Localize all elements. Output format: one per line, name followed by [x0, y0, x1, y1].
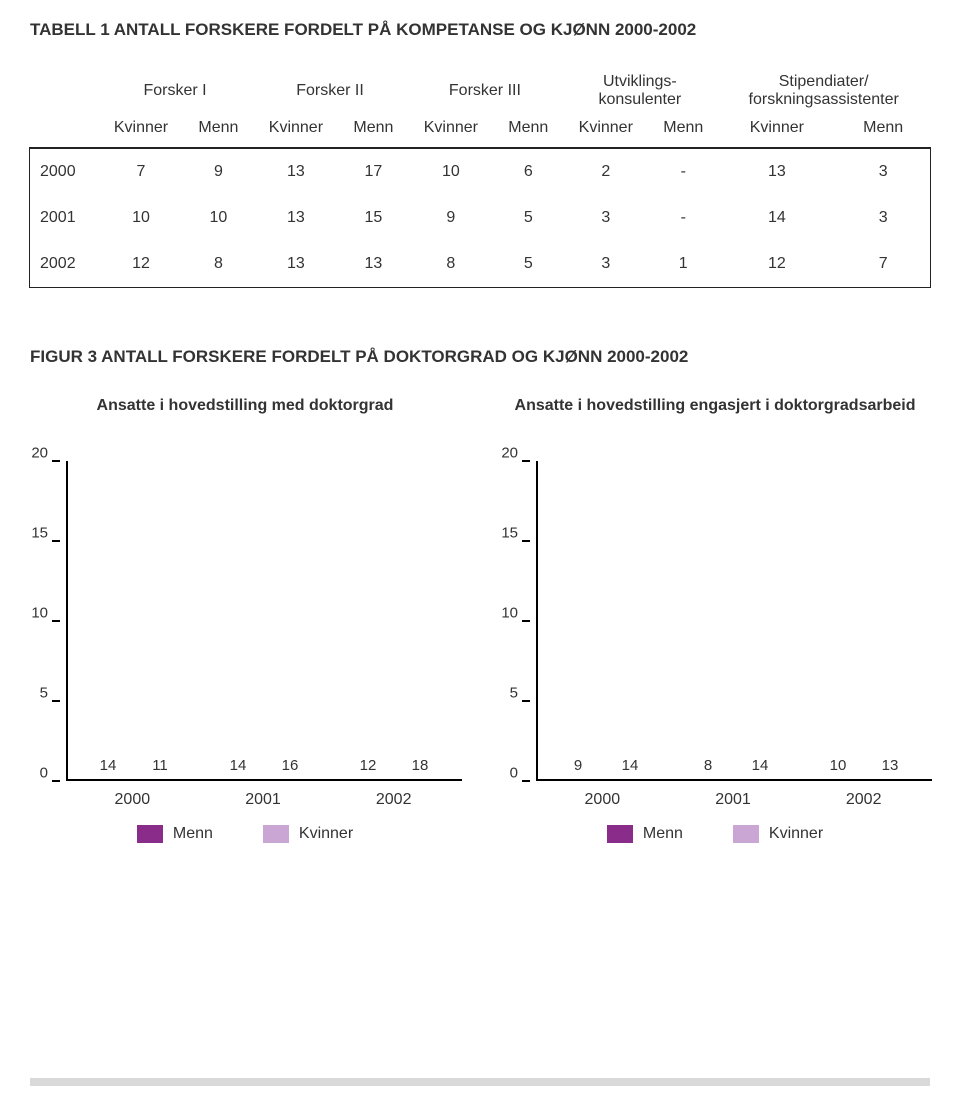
data-cell: 3 — [836, 195, 930, 241]
legend: Menn Kvinner — [30, 825, 460, 843]
x-category: 2002 — [337, 791, 450, 809]
legend-menn: Menn — [607, 825, 683, 843]
data-cell: - — [649, 148, 717, 195]
data-cell: 13 — [253, 148, 340, 195]
x-axis: 2000 2001 2002 — [536, 791, 930, 809]
bar-label: 9 — [555, 757, 601, 774]
data-cell: 10 — [184, 195, 252, 241]
data-cell: 9 — [184, 148, 252, 195]
bar-label: 10 — [815, 757, 861, 774]
data-cell: 3 — [836, 148, 930, 195]
bar-label: 12 — [345, 757, 391, 774]
sub-h: Kvinner — [407, 111, 494, 148]
bar-label: 11 — [137, 757, 183, 774]
table-title: TABELL 1 ANTALL FORSKERE FORDELT PÅ KOMP… — [30, 20, 930, 40]
data-cell: 10 — [407, 148, 494, 195]
legend: Menn Kvinner — [500, 825, 930, 843]
data-cell: 17 — [339, 148, 407, 195]
bar-label: 14 — [737, 757, 783, 774]
chart1-subtitle: Ansatte i hovedstilling med doktorgrad — [30, 397, 460, 441]
table-sub-header: KvinnerMenn KvinnerMenn KvinnerMenn Kvin… — [30, 111, 930, 148]
sub-h: Menn — [494, 111, 562, 148]
bar-label: 8 — [685, 757, 731, 774]
data-cell: 13 — [339, 241, 407, 287]
sub-h: Kvinner — [717, 111, 836, 148]
chart2-plot: 9 14 8 14 10 13 — [536, 461, 930, 781]
data-cell: 13 — [253, 241, 340, 287]
table-wrap: Forsker I Forsker II Forsker III Utvikli… — [30, 65, 930, 287]
chart-left: Ansatte i hovedstilling med doktorgrad 2… — [30, 397, 460, 843]
group-h: Utviklings- konsulenter — [562, 65, 717, 111]
group-h: Forsker II — [253, 65, 408, 111]
year-cell: 2002 — [30, 241, 98, 287]
bar-label: 14 — [607, 757, 653, 774]
bar-label: 18 — [397, 757, 443, 774]
data-cell: 10 — [98, 195, 185, 241]
data-cell: 7 — [98, 148, 185, 195]
group-h: Stipendiater/ forskningsassistenter — [717, 65, 930, 111]
x-axis: 2000 2001 2002 — [66, 791, 460, 809]
legend-menn: Menn — [137, 825, 213, 843]
sub-h: Menn — [836, 111, 930, 148]
legend-kvinner: Kvinner — [263, 825, 353, 843]
sub-h: Kvinner — [562, 111, 649, 148]
data-cell: 13 — [717, 148, 836, 195]
bar-label: 14 — [85, 757, 131, 774]
data-cell: 12 — [98, 241, 185, 287]
bar-label: 14 — [215, 757, 261, 774]
footer-bar — [30, 1078, 930, 1086]
sub-h: Menn — [184, 111, 252, 148]
data-cell: 5 — [494, 195, 562, 241]
data-cell: - — [649, 195, 717, 241]
chart2-subtitle: Ansatte i hovedstilling engasjert i dokt… — [500, 397, 930, 441]
data-cell: 1 — [649, 241, 717, 287]
legend-kvinner: Kvinner — [733, 825, 823, 843]
sub-h: Kvinner — [98, 111, 185, 148]
bar-label: 13 — [867, 757, 913, 774]
data-cell: 8 — [407, 241, 494, 287]
table-row: 20007913171062-133 — [30, 148, 930, 195]
data-cell: 7 — [836, 241, 930, 287]
x-category: 2002 — [807, 791, 920, 809]
x-category: 2001 — [677, 791, 790, 809]
data-table: Forsker I Forsker II Forsker III Utvikli… — [30, 65, 930, 287]
y-axis: 20151050 — [30, 461, 66, 781]
chart-right: Ansatte i hovedstilling engasjert i dokt… — [500, 397, 930, 843]
year-cell: 2001 — [30, 195, 98, 241]
sub-h: Kvinner — [253, 111, 340, 148]
data-cell: 3 — [562, 195, 649, 241]
chart1-plot: 14 11 14 16 12 18 — [66, 461, 460, 781]
table-group-header: Forsker I Forsker II Forsker III Utvikli… — [30, 65, 930, 111]
data-cell: 8 — [184, 241, 252, 287]
table-row: 200212813138531127 — [30, 241, 930, 287]
data-cell: 12 — [717, 241, 836, 287]
x-category: 2000 — [546, 791, 659, 809]
year-cell: 2000 — [30, 148, 98, 195]
data-cell: 6 — [494, 148, 562, 195]
bar-label: 16 — [267, 757, 313, 774]
data-cell: 14 — [717, 195, 836, 241]
data-cell: 15 — [339, 195, 407, 241]
data-cell: 9 — [407, 195, 494, 241]
data-cell: 2 — [562, 148, 649, 195]
sub-h: Menn — [649, 111, 717, 148]
data-cell: 5 — [494, 241, 562, 287]
charts-row: Ansatte i hovedstilling med doktorgrad 2… — [30, 397, 930, 843]
x-category: 2000 — [76, 791, 189, 809]
group-h: Forsker III — [407, 65, 562, 111]
group-h: Forsker I — [98, 65, 253, 111]
sub-h: Menn — [339, 111, 407, 148]
table-row: 200110101315953-143 — [30, 195, 930, 241]
data-cell: 3 — [562, 241, 649, 287]
x-category: 2001 — [207, 791, 320, 809]
y-axis: 20151050 — [500, 461, 536, 781]
data-cell: 13 — [253, 195, 340, 241]
figure-title: FIGUR 3 ANTALL FORSKERE FORDELT PÅ DOKTO… — [30, 347, 930, 367]
